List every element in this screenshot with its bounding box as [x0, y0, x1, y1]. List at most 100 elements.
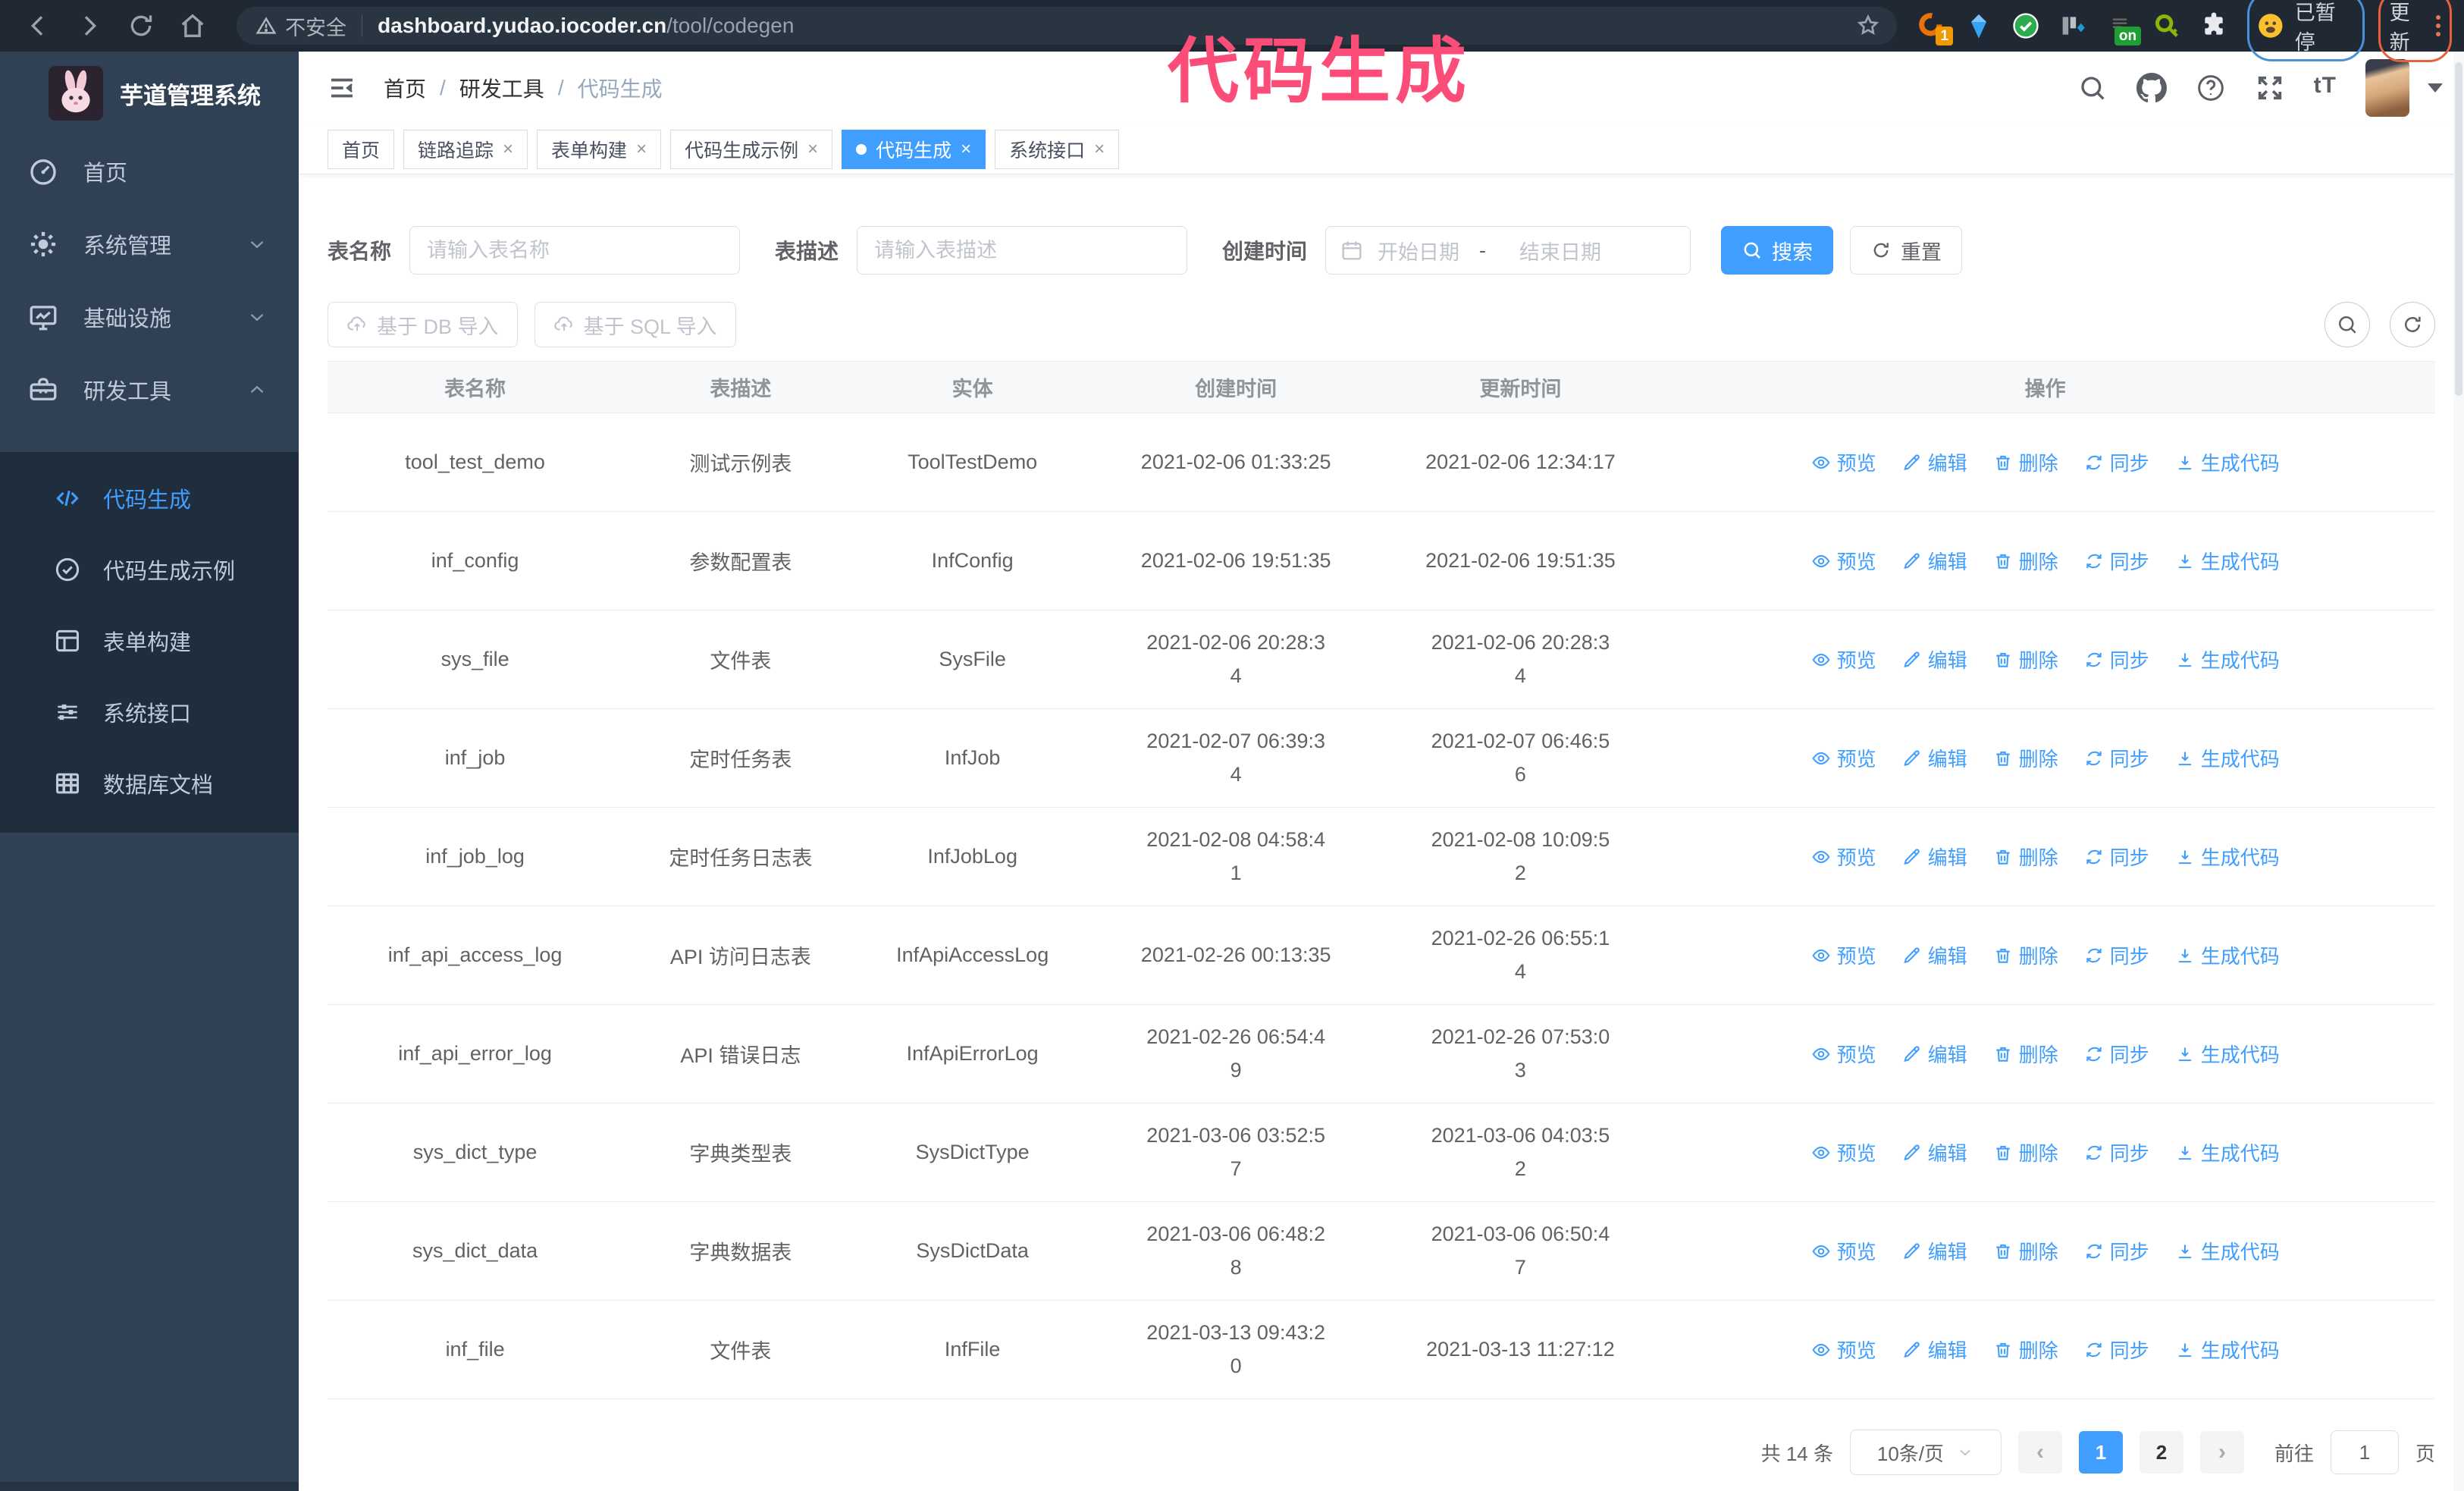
action-edit[interactable]: 编辑 [1902, 1237, 1967, 1265]
sidebar-subitem-system-api[interactable]: 系统接口 [0, 676, 299, 748]
browser-reload-icon[interactable] [126, 9, 156, 42]
action-sync[interactable]: 同步 [2084, 744, 2149, 772]
scrollbar-thumb[interactable] [2455, 62, 2462, 396]
fullscreen-icon[interactable] [2255, 73, 2285, 103]
collapse-sidebar-icon[interactable] [326, 72, 358, 104]
extension-columns-icon[interactable] [2058, 11, 2088, 41]
close-icon[interactable]: × [807, 138, 819, 159]
date-range-picker[interactable]: 开始日期 - 结束日期 [1325, 226, 1691, 275]
action-generate[interactable]: 生成代码 [2175, 843, 2280, 871]
close-icon[interactable]: × [503, 138, 514, 159]
action-generate[interactable]: 生成代码 [2175, 1237, 2280, 1265]
sidebar-item-system[interactable]: 系统管理 [0, 208, 299, 281]
table-desc-input[interactable] [857, 226, 1188, 275]
action-sync[interactable]: 同步 [2084, 547, 2149, 575]
extension-switchy-icon[interactable]: on [2105, 11, 2142, 46]
import-db-button[interactable]: 基于 DB 导入 [328, 302, 518, 347]
action-preview[interactable]: 预览 [1811, 1040, 1876, 1068]
action-delete[interactable]: 删除 [1993, 1336, 2058, 1364]
action-generate[interactable]: 生成代码 [2175, 645, 2280, 673]
tab-form-builder[interactable]: 表单构建 × [537, 129, 662, 169]
action-edit[interactable]: 编辑 [1902, 448, 1967, 476]
app-logo[interactable]: 芋道管理系统 [0, 52, 299, 135]
address-bar[interactable]: 不安全 dashboard.yudao.iocoder.cn/tool/code… [237, 7, 1898, 45]
help-icon[interactable] [2196, 73, 2226, 103]
page-1-button[interactable]: 1 [2078, 1431, 2123, 1474]
prev-page-button[interactable]: ‹ [2017, 1431, 2062, 1474]
action-preview[interactable]: 预览 [1811, 941, 1876, 969]
breadcrumb-item[interactable]: 代码生成 [577, 77, 663, 101]
not-secure-warning-icon[interactable] [255, 14, 277, 37]
extension-puzzle-icon[interactable] [2199, 11, 2229, 41]
action-preview[interactable]: 预览 [1811, 1336, 1876, 1364]
github-icon[interactable] [2136, 73, 2167, 103]
action-generate[interactable]: 生成代码 [2175, 547, 2280, 575]
action-preview[interactable]: 预览 [1811, 547, 1876, 575]
action-generate[interactable]: 生成代码 [2175, 1040, 2280, 1068]
extension-gem-icon[interactable] [1964, 11, 1994, 41]
action-preview[interactable]: 预览 [1811, 1237, 1876, 1265]
action-generate[interactable]: 生成代码 [2175, 941, 2280, 969]
action-edit[interactable]: 编辑 [1902, 1138, 1967, 1166]
goto-page-input[interactable] [2330, 1430, 2399, 1474]
action-preview[interactable]: 预览 [1811, 448, 1876, 476]
tab-codegen[interactable]: 代码生成 × [842, 129, 986, 169]
search-button[interactable]: 搜索 [1721, 226, 1834, 275]
action-edit[interactable]: 编辑 [1902, 843, 1967, 871]
table-name-input[interactable] [409, 226, 741, 275]
action-delete[interactable]: 删除 [1993, 1237, 2058, 1265]
refresh-table-button[interactable] [2390, 302, 2435, 347]
sidebar-item-home[interactable]: 首页 [0, 135, 299, 208]
extension-key-icon[interactable] [2152, 11, 2182, 41]
action-delete[interactable]: 删除 [1993, 547, 2058, 575]
action-sync[interactable]: 同步 [2084, 1336, 2149, 1364]
action-delete[interactable]: 删除 [1993, 1138, 2058, 1166]
action-generate[interactable]: 生成代码 [2175, 744, 2280, 772]
action-delete[interactable]: 删除 [1993, 448, 2058, 476]
action-edit[interactable]: 编辑 [1902, 645, 1967, 673]
action-sync[interactable]: 同步 [2084, 843, 2149, 871]
action-preview[interactable]: 预览 [1811, 744, 1876, 772]
browser-forward-icon[interactable] [74, 9, 105, 42]
sidebar-item-infra[interactable]: 基础设施 [0, 281, 299, 353]
user-avatar[interactable] [2365, 59, 2409, 117]
action-edit[interactable]: 编辑 [1902, 941, 1967, 969]
tab-home[interactable]: 首页 [328, 129, 395, 169]
page-size-select[interactable]: 10条/页 [1849, 1430, 2002, 1475]
close-icon[interactable]: × [961, 138, 972, 159]
tab-tracing[interactable]: 链路追踪 × [403, 129, 528, 169]
action-delete[interactable]: 删除 [1993, 1040, 2058, 1068]
browser-menu-icon[interactable] [2435, 15, 2440, 36]
action-generate[interactable]: 生成代码 [2175, 1336, 2280, 1364]
action-sync[interactable]: 同步 [2084, 941, 2149, 969]
action-sync[interactable]: 同步 [2084, 1040, 2149, 1068]
browser-back-icon[interactable] [23, 9, 53, 42]
action-delete[interactable]: 删除 [1993, 843, 2058, 871]
sidebar-subitem-db-doc[interactable]: 数据库文档 [0, 748, 299, 819]
action-generate[interactable]: 生成代码 [2175, 1138, 2280, 1166]
action-sync[interactable]: 同步 [2084, 448, 2149, 476]
browser-update-button[interactable]: 更新 [2378, 0, 2452, 62]
action-delete[interactable]: 删除 [1993, 645, 2058, 673]
action-sync[interactable]: 同步 [2084, 1237, 2149, 1265]
sidebar-subitem-codegen[interactable]: 代码生成 [0, 463, 299, 534]
extension-donut-icon[interactable]: 1 [1917, 11, 1954, 46]
action-edit[interactable]: 编辑 [1902, 1336, 1967, 1364]
reset-button[interactable]: 重置 [1850, 226, 1963, 275]
action-preview[interactable]: 预览 [1811, 843, 1876, 871]
show-search-button[interactable] [2324, 302, 2370, 347]
close-icon[interactable]: × [636, 138, 647, 159]
action-preview[interactable]: 预览 [1811, 1138, 1876, 1166]
page-2-button[interactable]: 2 [2139, 1431, 2183, 1474]
breadcrumb-item[interactable]: 首页 [384, 77, 427, 101]
action-edit[interactable]: 编辑 [1902, 1040, 1967, 1068]
action-sync[interactable]: 同步 [2084, 1138, 2149, 1166]
tab-system-api[interactable]: 系统接口 × [995, 129, 1120, 169]
tab-codegen-demo[interactable]: 代码生成示例 × [670, 129, 833, 169]
action-sync[interactable]: 同步 [2084, 645, 2149, 673]
close-icon[interactable]: × [1094, 138, 1105, 159]
action-delete[interactable]: 删除 [1993, 941, 2058, 969]
action-preview[interactable]: 预览 [1811, 645, 1876, 673]
next-page-button[interactable]: › [2199, 1431, 2244, 1474]
sidebar-subitem-form-builder[interactable]: 表单构建 [0, 605, 299, 676]
